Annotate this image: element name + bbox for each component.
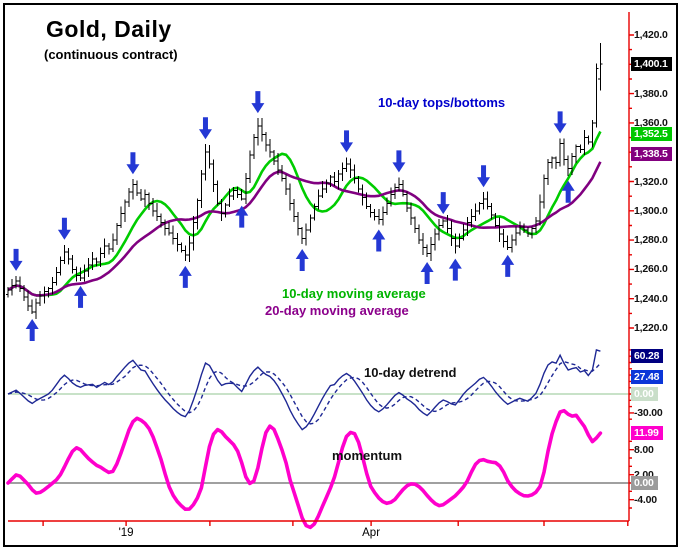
price-ytick-label: 1,380.0 — [634, 87, 668, 100]
momentum-panel-label: momentum — [332, 448, 403, 463]
bottom-arrow — [501, 254, 515, 277]
top-arrow — [553, 111, 567, 134]
x-tick-label: '19 — [118, 527, 134, 539]
momentum-value-badge: 11.99 — [631, 426, 663, 441]
last-price-badge: 1,400.1 — [631, 57, 672, 72]
x-tick-label: Apr — [362, 527, 381, 539]
ma10-line — [7, 130, 602, 297]
ma20-line — [7, 161, 602, 297]
detrend-ytick-label: -30.00 — [634, 406, 663, 419]
detrend-smoothed-line — [7, 360, 601, 425]
tops-bottoms-label: 10-day tops/bottoms — [378, 95, 506, 110]
top-arrow — [251, 91, 265, 114]
bottom-arrow — [561, 180, 575, 203]
price-ytick-label: 1,280.0 — [634, 234, 668, 247]
bottom-arrow — [74, 285, 88, 308]
momentum-zero-badge: 0.00 — [631, 476, 658, 490]
ma20-legend-label: 20-day moving average — [265, 303, 409, 318]
top-arrow — [392, 150, 406, 173]
top-arrow — [9, 248, 23, 271]
top-arrow — [477, 165, 491, 188]
bottom-arrow — [420, 262, 434, 285]
chart-title: Gold, Daily — [46, 16, 172, 42]
top-arrow — [126, 152, 140, 175]
ma10-value-badge: 1,352.5 — [631, 126, 672, 141]
ma20-value-badge: 1,338.5 — [631, 147, 672, 162]
price-ytick-label: 1,220.0 — [634, 322, 668, 334]
price-bars — [5, 43, 603, 320]
detrend-value-badge: 60.28 — [631, 349, 664, 364]
chart-frame — [3, 3, 678, 547]
momentum-ytick-label: -4.00 — [634, 493, 657, 506]
ma10-legend-label: 10-day moving average — [282, 286, 426, 301]
bottom-arrow — [178, 265, 192, 288]
top-arrow — [57, 217, 71, 240]
top-arrow — [436, 192, 450, 215]
top-arrow — [340, 130, 354, 153]
detrend-smoothed-value-badge: 27.48 — [631, 369, 664, 384]
detrend-panel-label: 10-day detrend — [364, 365, 457, 380]
price-ytick-label: 1,240.0 — [634, 292, 668, 305]
price-ytick-label: 1,320.0 — [634, 175, 668, 188]
bottom-arrow — [235, 205, 249, 228]
price-ytick-label: 1,420.0 — [634, 29, 668, 41]
bottom-arrow — [372, 229, 386, 252]
price-ytick-label: 1,360.0 — [634, 116, 668, 129]
detrend-line — [7, 348, 601, 431]
price-ytick-label: 1,260.0 — [634, 263, 668, 276]
bottom-arrow — [295, 249, 309, 272]
detrend-zero-badge: 0.00 — [631, 387, 658, 401]
axis-spines-and-ticks — [8, 12, 634, 526]
chart-subtitle: (continuous contract) — [44, 47, 178, 62]
momentum-line — [6, 408, 603, 530]
momentum-ytick-label: 8.00 — [634, 443, 654, 456]
top-arrow — [198, 117, 212, 140]
bottom-arrow — [25, 319, 39, 342]
bottom-arrow — [448, 258, 462, 281]
price-ytick-label: 1,300.0 — [634, 204, 668, 217]
